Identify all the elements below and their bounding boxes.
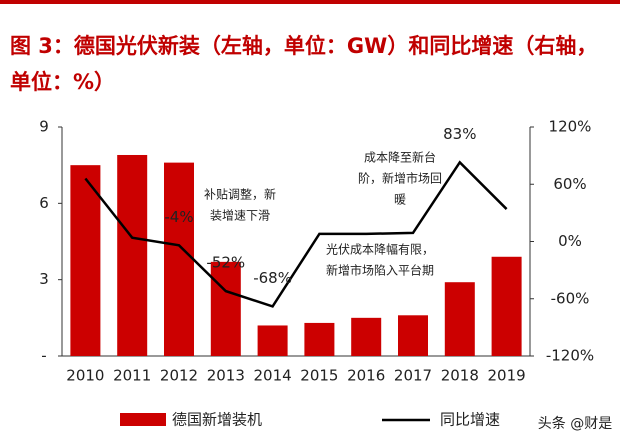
bar: [164, 162, 194, 356]
x-tick-label: 2018: [441, 367, 479, 385]
chart-title: 图 3：德国光伏新装（左轴，单位：GW）和同比增速（右轴，单位：%）: [10, 34, 598, 94]
y-tick-label: 3: [39, 270, 49, 288]
bar: [398, 315, 428, 356]
x-tick-label: 2015: [300, 367, 338, 385]
x-tick-label: 2014: [254, 367, 292, 385]
x-tick-label: 2011: [113, 367, 151, 385]
data-label: -4%: [164, 208, 193, 226]
y2-tick-label: 120%: [549, 118, 592, 136]
annotation: 新增市场陷入平台期: [326, 263, 434, 278]
bar: [491, 256, 522, 356]
line: [84, 160, 508, 308]
y-tick-label: 9: [39, 118, 49, 136]
legend-swatch: [120, 413, 166, 426]
x-tick-label: 2016: [347, 367, 385, 385]
y-tick-label: 6: [39, 194, 49, 212]
annotation: 补贴调整，新: [204, 187, 276, 202]
bar: [304, 322, 335, 356]
data-label: -68%: [253, 269, 292, 287]
y2-tick-label: -60%: [551, 289, 590, 307]
x-tick-label: 2012: [160, 367, 198, 385]
legend-label: 同比增速: [440, 411, 500, 429]
x-tick-label: 2013: [207, 367, 245, 385]
bar: [444, 282, 475, 356]
x-tick-label: 2010: [66, 367, 104, 385]
bar: [70, 165, 101, 356]
y2-tick-label: 60%: [553, 175, 586, 193]
top-bar: [0, 0, 620, 4]
annotation: 成本降至新台: [364, 150, 436, 165]
bar: [210, 261, 241, 356]
legend-label: 德国新增装机: [172, 411, 262, 429]
annotation: 阶，新增市场回: [358, 171, 442, 186]
x-tick-label: 2017: [394, 367, 432, 385]
bar: [351, 317, 382, 356]
y-tick-label: -: [41, 347, 46, 365]
annotation: 暖: [394, 193, 406, 207]
data-label: -52%: [206, 254, 245, 272]
annotation: 装增速下滑: [210, 209, 270, 223]
annotation: 光伏成本降幅有限，: [326, 242, 434, 257]
x-tick-label: 2019: [488, 367, 526, 385]
y2-tick-label: -120%: [546, 347, 594, 365]
bar: [257, 325, 288, 356]
y2-tick-label: 0%: [558, 232, 582, 250]
watermark: 头条 @财是: [538, 415, 612, 432]
bar: [117, 154, 148, 356]
data-label: 83%: [443, 125, 476, 143]
